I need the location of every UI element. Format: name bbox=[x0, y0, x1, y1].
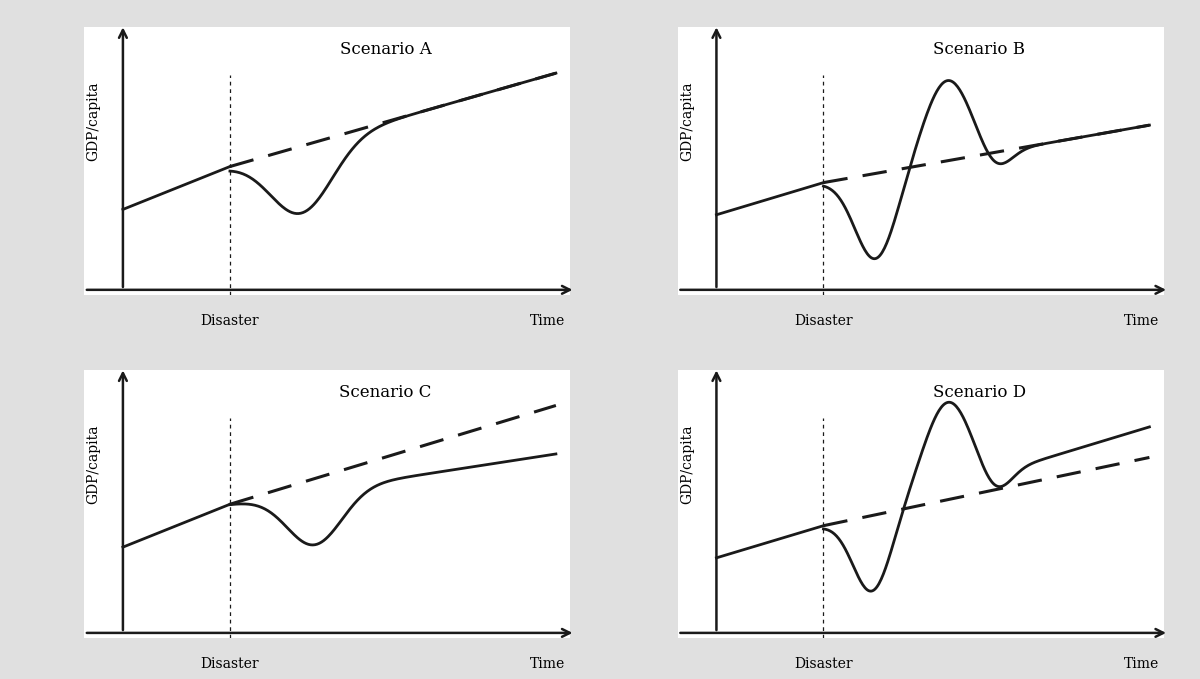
Text: GDP/capita: GDP/capita bbox=[86, 424, 101, 504]
Text: Disaster: Disaster bbox=[200, 314, 259, 328]
Text: GDP/capita: GDP/capita bbox=[86, 81, 101, 161]
Text: Scenario D: Scenario D bbox=[932, 384, 1026, 401]
Text: Time: Time bbox=[1124, 314, 1159, 328]
Text: Scenario B: Scenario B bbox=[934, 41, 1025, 58]
Text: GDP/capita: GDP/capita bbox=[680, 81, 695, 161]
Text: Time: Time bbox=[530, 657, 565, 671]
Text: Scenario A: Scenario A bbox=[340, 41, 432, 58]
Text: Scenario C: Scenario C bbox=[340, 384, 432, 401]
Text: GDP/capita: GDP/capita bbox=[680, 424, 695, 504]
Text: Time: Time bbox=[530, 314, 565, 328]
Text: Disaster: Disaster bbox=[794, 657, 853, 671]
Text: Disaster: Disaster bbox=[794, 314, 853, 328]
Text: Disaster: Disaster bbox=[200, 657, 259, 671]
Text: Time: Time bbox=[1124, 657, 1159, 671]
